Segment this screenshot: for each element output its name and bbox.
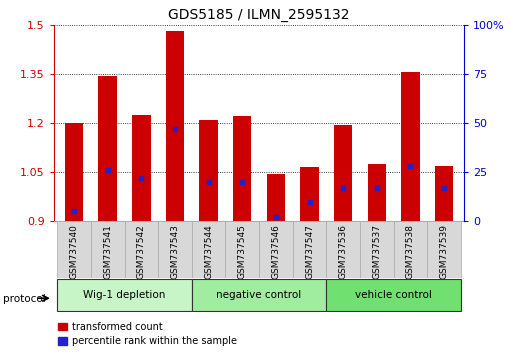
FancyBboxPatch shape	[326, 221, 360, 278]
Text: percentile rank within the sample: percentile rank within the sample	[72, 336, 238, 346]
Bar	[233, 116, 251, 221]
Bar	[65, 123, 83, 221]
Bar	[367, 164, 386, 221]
Bar	[200, 120, 218, 221]
Bar	[58, 323, 67, 330]
Text: GSM737547: GSM737547	[305, 224, 314, 279]
FancyBboxPatch shape	[192, 221, 225, 278]
FancyBboxPatch shape	[293, 221, 326, 278]
FancyBboxPatch shape	[125, 221, 158, 278]
Bar	[435, 166, 453, 221]
FancyBboxPatch shape	[192, 279, 326, 311]
Text: GSM737546: GSM737546	[271, 224, 281, 279]
Text: protocol: protocol	[3, 294, 45, 304]
Text: negative control: negative control	[216, 290, 302, 300]
Bar	[98, 75, 117, 221]
Text: GSM737539: GSM737539	[440, 224, 448, 279]
Text: GSM737537: GSM737537	[372, 224, 381, 279]
Text: vehicle control: vehicle control	[355, 290, 432, 300]
Bar	[166, 31, 184, 221]
FancyBboxPatch shape	[225, 221, 259, 278]
Text: GSM737544: GSM737544	[204, 224, 213, 279]
Bar	[267, 174, 285, 221]
FancyBboxPatch shape	[259, 221, 293, 278]
Bar	[334, 125, 352, 221]
FancyBboxPatch shape	[360, 221, 393, 278]
FancyBboxPatch shape	[57, 221, 91, 278]
Text: GSM737540: GSM737540	[70, 224, 78, 279]
Text: Wig-1 depletion: Wig-1 depletion	[83, 290, 166, 300]
Bar	[300, 167, 319, 221]
FancyBboxPatch shape	[158, 221, 192, 278]
FancyBboxPatch shape	[427, 221, 461, 278]
FancyBboxPatch shape	[326, 279, 461, 311]
FancyBboxPatch shape	[57, 279, 192, 311]
Text: GSM737541: GSM737541	[103, 224, 112, 279]
Text: GSM737545: GSM737545	[238, 224, 247, 279]
Text: GSM737536: GSM737536	[339, 224, 348, 279]
Text: GSM737538: GSM737538	[406, 224, 415, 279]
FancyBboxPatch shape	[393, 221, 427, 278]
Text: GSM737542: GSM737542	[137, 224, 146, 279]
Bar	[58, 337, 67, 345]
FancyBboxPatch shape	[91, 221, 125, 278]
Title: GDS5185 / ILMN_2595132: GDS5185 / ILMN_2595132	[168, 8, 350, 22]
Text: GSM737543: GSM737543	[170, 224, 180, 279]
Text: transformed count: transformed count	[72, 321, 163, 332]
Bar	[132, 115, 151, 221]
Bar	[401, 72, 420, 221]
